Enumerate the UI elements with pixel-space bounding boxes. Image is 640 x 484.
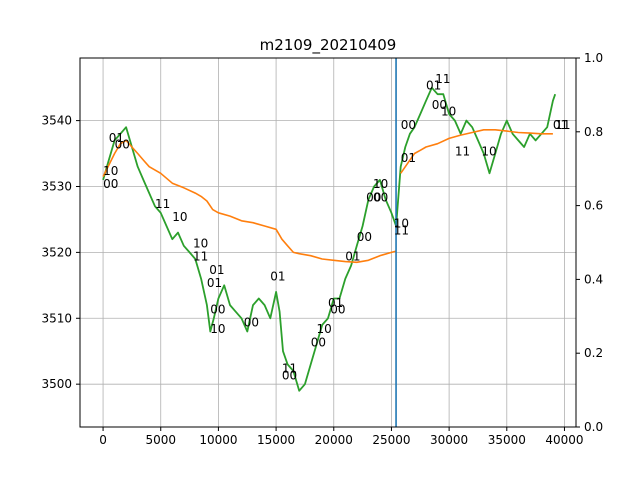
y2-tick-label: 0.0 [584,420,603,434]
point-annotation: 00 [244,316,259,330]
y-tick-label: 3520 [41,245,72,259]
y-tick-label: 3530 [41,179,72,193]
x-tick-label: 0 [99,433,107,447]
point-annotation: 00 [115,138,130,152]
point-annotation: 00 [357,230,372,244]
point-annotation: 10 [481,144,496,158]
x-tick-label: 10000 [199,433,237,447]
y2-tick-label: 0.2 [584,346,603,360]
point-annotation: 00 [330,302,345,316]
y-tick-label: 3510 [41,311,72,325]
y2-tick-label: 1.0 [584,51,603,65]
point-annotation: 11 [555,118,570,132]
y2-tick-label: 0.8 [584,125,603,139]
point-annotation: 11 [435,72,450,86]
point-annotation: 10 [394,217,409,231]
y2-tick-label: 0.6 [584,199,603,213]
series-layer [102,58,557,427]
x-tick-label: 20000 [315,433,353,447]
point-annotation: 10 [373,177,388,191]
x-tick-label: 35000 [488,433,526,447]
point-annotation: 10 [441,105,456,119]
x-tick-label: 5000 [145,433,176,447]
point-annotation: 00 [366,190,381,204]
series-line-price [102,86,557,392]
point-annotation: 00 [210,302,225,316]
grid-layer [80,58,576,427]
point-annotation: 00 [311,335,326,349]
point-annotation: 11 [394,223,409,237]
point-annotation: 00 [282,368,297,382]
point-annotation: 11 [282,362,297,376]
point-annotation: 00 [103,177,118,191]
point-annotation: 00 [432,98,447,112]
point-annotation: 10 [172,210,187,224]
y-tick-label: 3540 [41,114,72,128]
point-annotation: 01 [207,276,222,290]
point-annotation: 01 [401,151,416,165]
plot-frame [79,57,577,428]
point-annotation: 11 [155,197,170,211]
point-annotation: 11 [193,250,208,264]
point-annotation: 01 [328,296,343,310]
point-annotation: 01 [209,263,224,277]
y-tick-label: 3500 [41,377,72,391]
series-line-average [102,139,397,264]
chart-title: m2109_20210409 [260,36,397,55]
point-annotation: 00 [373,190,388,204]
x-tick-label: 40000 [545,433,583,447]
series-line-average-2 [400,129,553,174]
point-annotation: 01 [553,118,568,132]
point-annotation: 01 [270,269,285,283]
point-annotation: 11 [455,144,470,158]
point-annotation: 10 [193,237,208,251]
point-annotation: 01 [345,250,360,264]
point-annotation: 10 [210,322,225,336]
point-annotation: 10 [103,164,118,178]
axis-layer: 0 5000 10000 15000 20000 25000 30000 35000 40000… [41,51,603,447]
point-annotation: 01 [426,78,441,92]
x-tick-label: 25000 [372,433,410,447]
point-annotation: 00 [401,118,416,132]
point-annotation: 01 [109,131,124,145]
x-tick-label: 15000 [257,433,295,447]
x-tick-label: 30000 [430,433,468,447]
y2-tick-label: 0.4 [584,272,603,286]
point-annotation: 10 [317,322,332,336]
